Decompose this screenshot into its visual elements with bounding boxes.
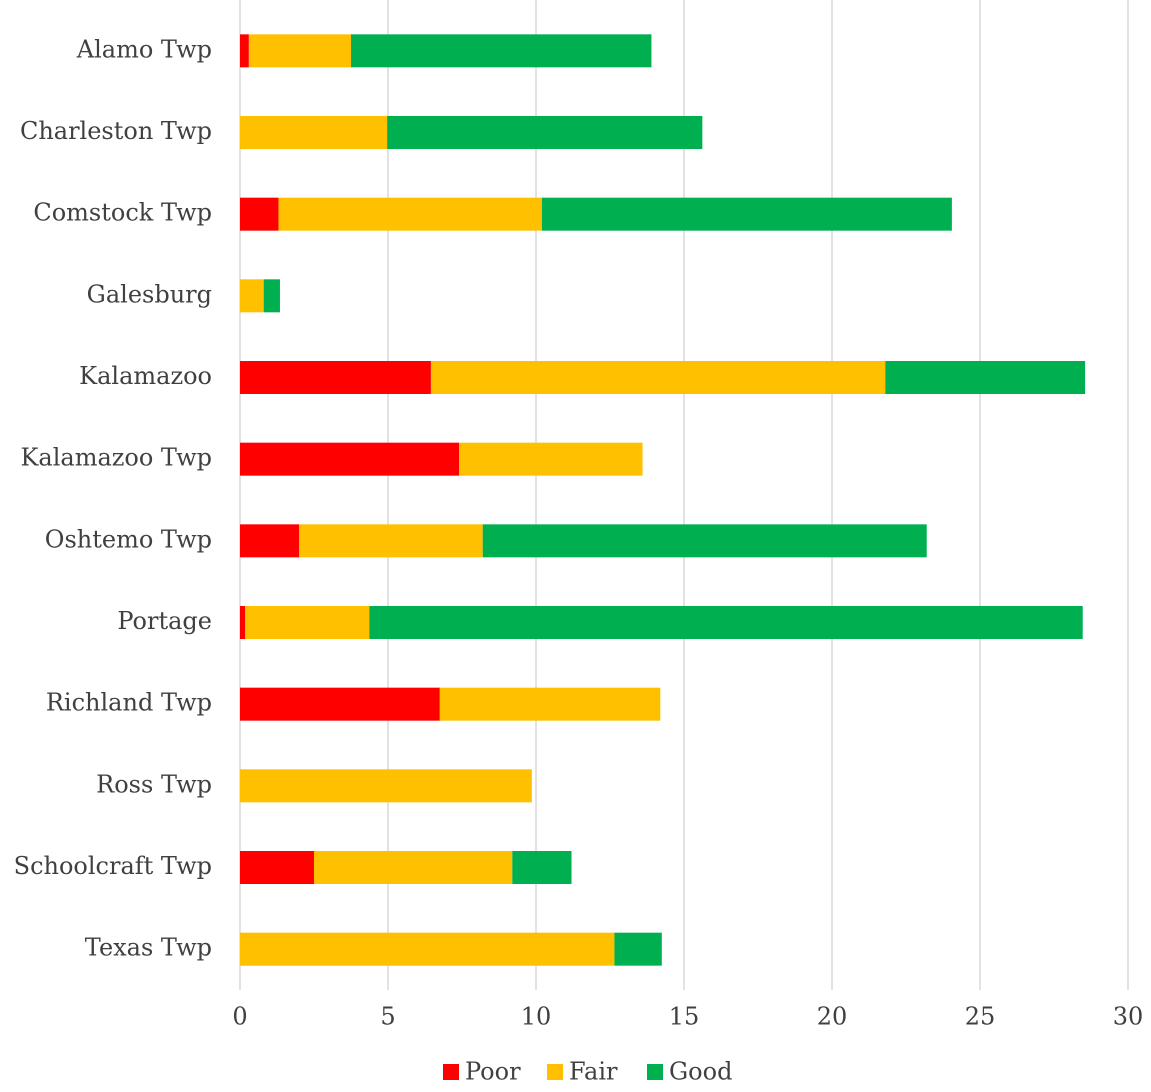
bar-segment [278,197,542,231]
bar-segment [245,606,370,639]
bar-segment [248,34,351,68]
bar-segment [482,524,927,558]
x-tick-label: 10 [521,1003,552,1031]
bar-segment [240,279,264,313]
legend-swatch [547,1064,563,1080]
y-tick-label: Richland Twp [46,689,212,717]
bar-segment [387,116,703,149]
x-tick-label: 0 [232,1003,247,1031]
bar-segment [369,606,1083,639]
y-tick-label: Texas Twp [85,934,212,962]
bar-segment [614,932,662,966]
bar-segment [240,932,615,966]
bar-segment [512,851,572,884]
y-tick-label: Galesburg [87,280,212,308]
bar-segment [240,442,460,476]
bar-segment [314,851,513,884]
bar-segment [263,279,280,313]
y-tick-label: Comstock Twp [33,199,212,227]
bar-segment [240,116,388,149]
y-tick-label: Oshtemo Twp [45,525,212,553]
bar-segment [240,687,440,721]
y-tick-label: Portage [117,607,212,635]
bar-segment [240,606,246,639]
bar-segment [299,524,483,558]
bar-segment [351,34,652,68]
x-tick-label: 15 [669,1003,700,1031]
bar-segment [240,769,532,803]
y-tick-label: Ross Twp [96,770,212,798]
bar-segment [885,361,1086,394]
legend-label: Poor [465,1058,521,1086]
x-tick-label: 25 [965,1003,996,1031]
bar-segment [240,524,300,558]
legend-swatch [647,1064,663,1080]
bar-segment [541,197,952,231]
bar-segment [240,34,249,68]
x-tick-label: 20 [817,1003,848,1031]
y-tick-label: Charleston Twp [20,117,212,145]
x-tick-label: 5 [380,1003,395,1031]
y-tick-label: Alamo Twp [76,35,212,63]
bar-segment [240,851,314,884]
bar-segment [430,361,886,394]
bar-segment [240,197,279,231]
bar-segment [459,442,643,476]
y-tick-label: Schoolcraft Twp [14,852,212,880]
legend-swatch [443,1064,459,1080]
legend-label: Fair [569,1058,618,1086]
y-tick-label: Kalamazoo Twp [20,444,212,472]
y-tick-label: Kalamazoo [79,362,212,390]
bar-segment [240,361,431,394]
x-tick-label: 30 [1113,1003,1144,1031]
legend-label: Good [669,1058,732,1086]
bar-segment [439,687,661,721]
